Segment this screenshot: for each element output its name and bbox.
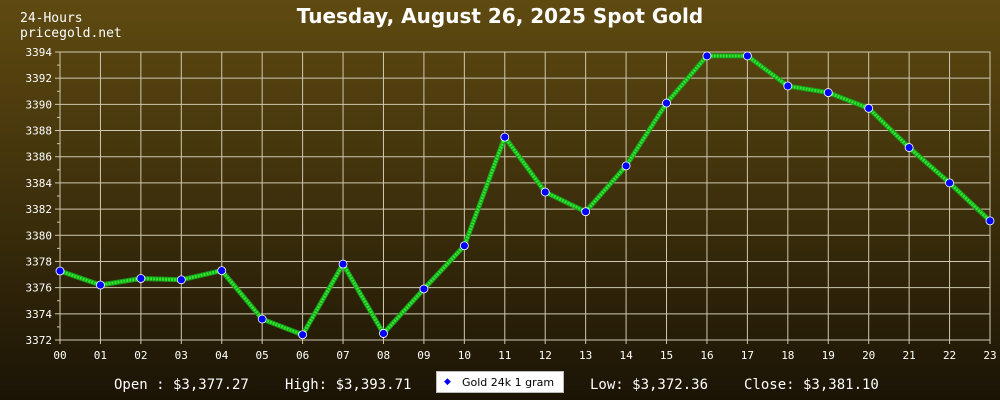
data-point (176, 275, 186, 285)
data-point (298, 330, 308, 340)
data-point (500, 132, 510, 142)
data-point (257, 314, 267, 324)
y-tick-label: 3394 (26, 46, 53, 59)
legend: ◆ Gold 24k 1 gram (436, 371, 564, 393)
x-tick-label: 05 (256, 349, 269, 362)
site-label: pricegold.net (20, 26, 122, 41)
x-tick-label: 18 (781, 349, 794, 362)
legend-marker-icon: ◆ (444, 377, 451, 387)
y-tick-label: 3376 (26, 282, 53, 295)
x-tick-label: 07 (336, 349, 349, 362)
x-tick-label: 02 (134, 349, 147, 362)
data-point (662, 98, 671, 108)
close-price: Close: $3,381.10 (744, 377, 879, 393)
data-point (864, 103, 874, 113)
y-tick-label: 3384 (26, 177, 53, 190)
y-tick-label: 3390 (26, 98, 53, 111)
x-tick-label: 20 (862, 349, 875, 362)
data-point (823, 88, 833, 97)
y-tick-label: 3372 (26, 334, 53, 347)
x-tick-label: 13 (579, 349, 592, 362)
data-point (96, 280, 105, 290)
data-point (217, 266, 227, 276)
data-point (419, 284, 429, 294)
x-tick-label: 16 (700, 349, 713, 362)
x-tick-label: 03 (175, 349, 188, 362)
data-point (904, 143, 914, 152)
data-point (338, 259, 348, 269)
y-tick-label: 3380 (26, 229, 53, 242)
x-tick-label: 14 (619, 349, 633, 362)
series-line-shadow (59, 53, 992, 338)
source-label: 24-Hours pricegold.net (20, 11, 122, 41)
x-tick-label: 10 (458, 349, 471, 362)
y-tick-label: 3382 (26, 203, 53, 216)
data-point (540, 187, 550, 197)
y-tick-label: 3374 (26, 308, 53, 321)
x-tick-label: 19 (822, 349, 835, 362)
y-tick-label: 3378 (26, 255, 53, 268)
data-point (742, 51, 752, 61)
legend-label: Gold 24k 1 gram (462, 376, 555, 389)
data-point (55, 266, 65, 276)
period-label: 24-Hours (20, 11, 83, 26)
high-price: High: $3,393.71 (285, 377, 412, 393)
data-point (136, 274, 146, 283)
data-point (621, 161, 631, 171)
price-summary: Open : $3,377.27 High: $3,393.71 Low: $3… (0, 377, 1000, 397)
x-tick-label: 17 (741, 349, 754, 362)
chart-title: Tuesday, August 26, 2025 Spot Gold (296, 4, 704, 28)
y-tick-label: 3392 (26, 72, 53, 85)
plot-border (59, 51, 991, 341)
x-tick-label: 15 (660, 349, 673, 362)
x-tick-label: 01 (94, 349, 107, 362)
data-point (945, 178, 954, 188)
x-tick-label: 21 (903, 349, 916, 362)
open-price: Open : $3,377.27 (114, 377, 249, 393)
y-tick-label: 3388 (26, 125, 53, 138)
x-tick-label: 12 (539, 349, 552, 362)
x-tick-label: 23 (983, 349, 996, 362)
data-point (783, 81, 793, 91)
y-tick-label: 3386 (26, 151, 53, 164)
low-price: Low: $3,372.36 (590, 377, 709, 393)
series-line (59, 54, 992, 337)
x-tick-label: 06 (296, 349, 309, 362)
x-tick-label: 09 (417, 349, 430, 362)
x-tick-label: 22 (943, 349, 956, 362)
x-tick-label: 00 (53, 349, 66, 362)
x-tick-label: 08 (377, 349, 390, 362)
x-tick-label: 04 (215, 349, 229, 362)
data-point (581, 207, 591, 217)
data-point (985, 216, 995, 226)
data-point (702, 51, 712, 61)
data-point (379, 329, 388, 338)
data-point (459, 241, 469, 251)
x-tick-label: 11 (498, 349, 511, 362)
